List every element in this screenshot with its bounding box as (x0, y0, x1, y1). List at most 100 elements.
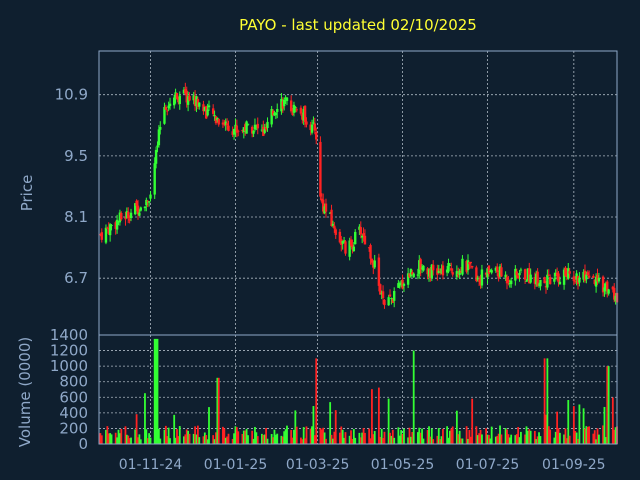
candle-body (387, 297, 390, 306)
candle-body (547, 274, 550, 276)
candle-body (479, 279, 482, 285)
candle-body (263, 128, 266, 133)
candle-body (505, 277, 509, 284)
candle-body (156, 145, 159, 147)
volume-bar (416, 432, 419, 444)
volume-bar (300, 437, 302, 444)
volume-bar (270, 434, 273, 444)
candle-body (143, 206, 147, 209)
volume-bar (120, 428, 123, 444)
candle-body (489, 271, 492, 273)
volume-bar (325, 438, 327, 444)
volume-bar (226, 436, 229, 444)
volume-bar (173, 414, 176, 444)
volume-bar (514, 435, 517, 444)
volume-bar (244, 430, 247, 444)
volume-bar (139, 439, 142, 444)
volume-bar (362, 428, 365, 444)
candle-body (426, 268, 429, 275)
volume-bar (397, 427, 400, 444)
volume-bar (586, 426, 589, 444)
candle-body (603, 287, 606, 292)
volume-frame (98, 334, 618, 445)
candle-body (202, 104, 205, 112)
volume-bar (428, 426, 430, 444)
volume-bar (572, 406, 575, 444)
candle-body (487, 265, 491, 274)
candle-body (305, 121, 308, 125)
candle-body (576, 276, 580, 285)
volume-bar (164, 425, 167, 444)
candle-body (342, 240, 346, 242)
candle-body (338, 231, 342, 243)
candle-body (100, 232, 103, 240)
candle-body (330, 209, 333, 227)
volume-bar (543, 358, 546, 444)
volume-bar (585, 426, 588, 444)
candle-body (206, 109, 209, 116)
candle-body (457, 274, 460, 276)
candle-body (182, 89, 186, 94)
volume-bar (418, 427, 421, 444)
volume-bar (241, 434, 244, 444)
candle-body (565, 274, 569, 278)
candle-body (196, 99, 200, 107)
candle-body (539, 279, 542, 287)
candle-body (216, 117, 219, 121)
volume-bar (224, 437, 227, 444)
volume-bar (614, 427, 617, 444)
volume-bar (291, 437, 294, 444)
volume-bar (283, 431, 286, 444)
volume-bar (301, 439, 304, 444)
candle-body (195, 96, 198, 107)
volume-tick-label: 1400 (50, 326, 88, 344)
volume-bar (137, 437, 139, 444)
volume-bar (510, 434, 513, 444)
candle-body (227, 125, 230, 131)
volume-bar (348, 435, 351, 444)
volume-bar (578, 404, 581, 444)
candle-body (401, 279, 404, 289)
volume-bar (518, 437, 521, 444)
candle-body (255, 125, 258, 128)
volume-bar (125, 434, 128, 444)
candle-body (388, 294, 392, 297)
x-tick-label: 01-09-25 (542, 457, 606, 473)
price-y-label: Price (18, 175, 36, 212)
candle-body (285, 97, 289, 101)
volume-bar (156, 338, 159, 444)
volume-y-label: Volume (0000) (16, 337, 34, 447)
volume-bar (565, 438, 568, 444)
candle-body (420, 267, 424, 269)
volume-bar (373, 431, 376, 444)
volume-bar (144, 393, 146, 444)
candle-body (256, 123, 259, 129)
volume-tick-label: 200 (59, 419, 88, 437)
volume-bar (481, 434, 483, 444)
volume-bar (166, 436, 169, 444)
volume-bar (135, 414, 138, 444)
x-axis-ticks: 01-11-24 01-01-25 01-03-25 01-05-25 01-07-25… (119, 457, 606, 473)
volume-bar (216, 377, 219, 444)
candle-body (582, 271, 585, 280)
volume-bar (465, 426, 468, 444)
volume-bar (194, 426, 196, 444)
volume-bar (217, 377, 220, 444)
candle-body (312, 122, 315, 124)
volume-bar (494, 436, 497, 444)
volume-bar (369, 438, 372, 444)
volume-bar (202, 436, 205, 444)
candle-body (507, 280, 510, 283)
volume-bar (274, 434, 277, 444)
volume-bar (235, 427, 238, 444)
volume-bar (233, 433, 235, 444)
candle-body (458, 270, 461, 275)
volume-bar (479, 429, 482, 444)
candle-body (192, 95, 195, 101)
volume-bar (426, 430, 429, 444)
volume-bar (99, 433, 102, 444)
volume-bar (596, 428, 599, 444)
candle-body (203, 107, 207, 112)
candle-body (484, 272, 488, 275)
candle-body (266, 121, 269, 129)
